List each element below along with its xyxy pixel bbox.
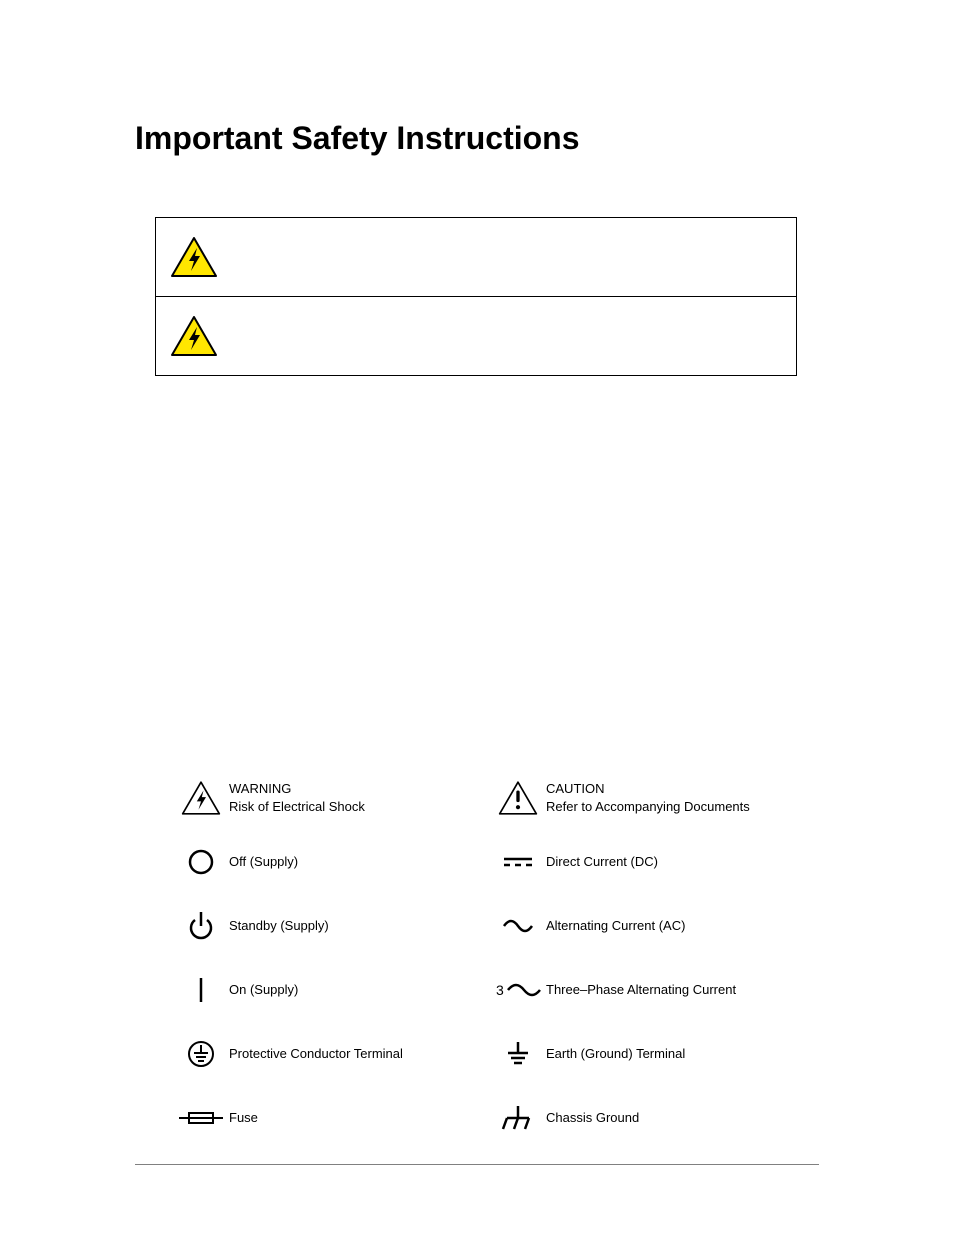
page: Important Safety Instructions — [0, 0, 954, 1235]
warning-table — [155, 217, 797, 376]
legend-row-earth: Earth (Ground) Terminal — [490, 1032, 800, 1076]
svg-text:3: 3 — [496, 982, 504, 998]
legend-row-ac: Alternating Current (AC) — [490, 904, 800, 948]
legend-row-caution: CAUTIONRefer to Accompanying Documents — [490, 776, 800, 820]
legend-row-chassis: Chassis Ground — [490, 1096, 800, 1140]
legend-row-fuse: Fuse — [173, 1096, 478, 1140]
legend-column-left: WARNINGRisk of Electrical Shock Off (Sup… — [173, 776, 478, 1140]
warning-row — [156, 218, 796, 296]
legend-row-three-phase: 3 Three–Phase Alternating Current — [490, 968, 800, 1012]
ac-icon — [490, 904, 546, 948]
legend-label: Fuse — [229, 1109, 258, 1127]
earth-terminal-icon — [490, 1032, 546, 1076]
legend-row-protective-earth: Protective Conductor Terminal — [173, 1032, 478, 1076]
legend-row-standby: Standby (Supply) — [173, 904, 478, 948]
legend-label: Protective Conductor Terminal — [229, 1045, 403, 1063]
symbol-legend: WARNINGRisk of Electrical Shock Off (Sup… — [173, 776, 819, 1140]
warning-row — [156, 296, 796, 375]
dc-icon — [490, 840, 546, 884]
legend-label: Three–Phase Alternating Current — [546, 981, 736, 999]
legend-label: Alternating Current (AC) — [546, 917, 685, 935]
legend-label: Earth (Ground) Terminal — [546, 1045, 685, 1063]
legend-label: Standby (Supply) — [229, 917, 329, 935]
legend-row-dc: Direct Current (DC) — [490, 840, 800, 884]
legend-label: WARNINGRisk of Electrical Shock — [229, 780, 365, 815]
legend-column-right: CAUTIONRefer to Accompanying Documents D… — [490, 776, 800, 1140]
legend-row-on: On (Supply) — [173, 968, 478, 1012]
warning-bolt-icon — [173, 776, 229, 820]
legend-label: Chassis Ground — [546, 1109, 639, 1127]
footer-rule — [135, 1164, 819, 1165]
warning-bolt-icon — [170, 315, 218, 357]
page-title: Important Safety Instructions — [135, 120, 819, 157]
legend-label: Direct Current (DC) — [546, 853, 658, 871]
three-phase-icon: 3 — [490, 968, 546, 1012]
protective-earth-icon — [173, 1032, 229, 1076]
on-line-icon — [173, 968, 229, 1012]
standby-icon — [173, 904, 229, 948]
legend-row-off: Off (Supply) — [173, 840, 478, 884]
legend-label: On (Supply) — [229, 981, 298, 999]
legend-row-warning: WARNINGRisk of Electrical Shock — [173, 776, 478, 820]
chassis-ground-icon — [490, 1096, 546, 1140]
warning-bolt-icon — [170, 236, 218, 278]
legend-label: Off (Supply) — [229, 853, 298, 871]
fuse-icon — [173, 1096, 229, 1140]
off-circle-icon — [173, 840, 229, 884]
caution-triangle-icon — [490, 776, 546, 820]
legend-label: CAUTIONRefer to Accompanying Documents — [546, 780, 750, 815]
